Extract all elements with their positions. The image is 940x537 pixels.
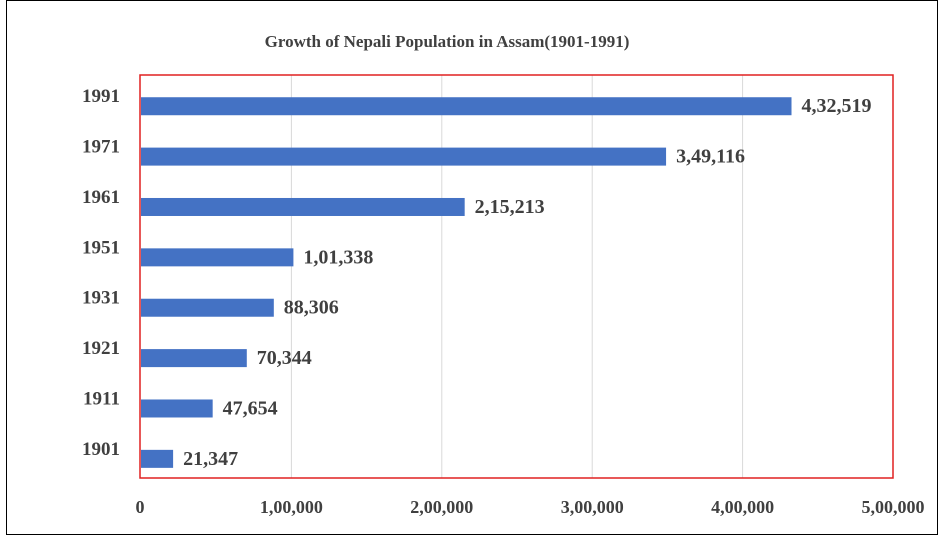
data-label: 4,32,519 <box>802 95 872 117</box>
grid-lines <box>290 75 894 478</box>
x-tick-label: 3,00,000 <box>561 497 624 517</box>
data-label: 3,49,116 <box>676 146 745 168</box>
category-label: 1971 <box>82 137 120 158</box>
x-tick-label: 5,00,000 <box>862 497 925 517</box>
category-label: 1931 <box>82 288 120 309</box>
category-label: 1991 <box>82 86 120 107</box>
category-labels: 1901 1911 1921 1931 1951 1961 1971 1991 <box>82 86 120 460</box>
category-label: 1961 <box>82 187 120 208</box>
data-label: 2,15,213 <box>475 196 545 218</box>
bar <box>141 248 294 267</box>
bars <box>141 97 792 468</box>
chart-title: Growth of Nepali Population in Assam(190… <box>265 32 630 51</box>
plot-area-border <box>139 74 894 479</box>
data-label: 70,344 <box>257 347 312 369</box>
data-label: 88,306 <box>284 297 339 319</box>
x-tick-label: 4,00,000 <box>711 497 774 517</box>
category-label: 1951 <box>82 237 120 258</box>
bar <box>141 147 667 166</box>
bar <box>141 197 465 216</box>
bar <box>141 298 274 317</box>
data-label: 1,01,338 <box>303 246 373 268</box>
bar <box>141 449 174 468</box>
bar <box>141 399 213 418</box>
category-label: 1901 <box>82 439 120 460</box>
category-label: 1921 <box>82 338 120 359</box>
x-tick-label: 2,00,000 <box>410 497 473 517</box>
data-label: 21,347 <box>183 448 238 470</box>
data-labels: 21,347 47,654 70,344 88,306 1,01,338 2,15,213… <box>183 95 871 470</box>
x-tick-label: 1,00,000 <box>260 497 323 517</box>
chart-frame <box>6 0 938 535</box>
bar <box>141 97 792 116</box>
x-tick-label: 0 <box>136 497 145 517</box>
x-tick-labels: 0 1,00,000 2,00,000 3,00,000 4,00,000 5,00,00… <box>136 497 925 517</box>
bar <box>141 349 247 368</box>
data-label: 47,654 <box>223 397 278 419</box>
category-label: 1911 <box>83 388 120 409</box>
